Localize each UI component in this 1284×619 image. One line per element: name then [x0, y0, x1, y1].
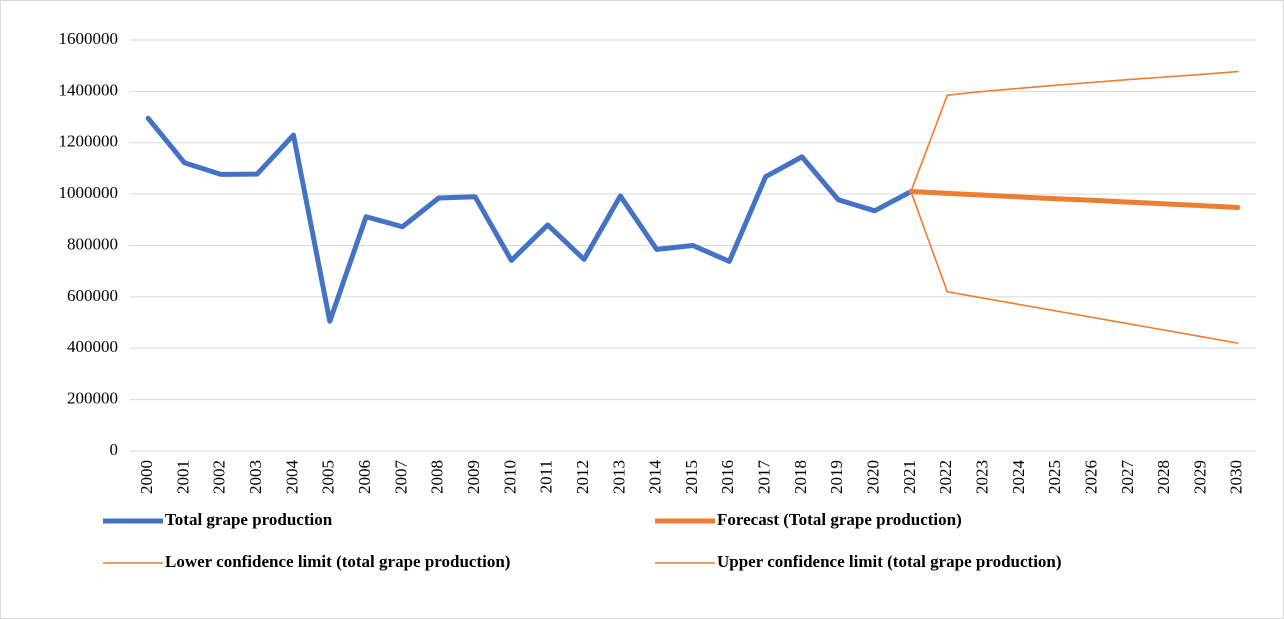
x-tick-label: 2005: [319, 460, 338, 494]
x-tick-label: 2023: [972, 460, 991, 494]
x-tick-label: 2014: [646, 460, 665, 495]
x-tick-label: 2028: [1154, 460, 1173, 494]
x-tick-label: 2011: [537, 460, 556, 493]
x-tick-label: 2007: [391, 460, 410, 495]
x-tick-label: 2013: [609, 460, 628, 494]
x-tick-label: 2017: [755, 460, 774, 495]
y-tick-label: 1200000: [59, 132, 119, 151]
series-line: [910, 190, 1239, 344]
x-tick-label: 2002: [210, 460, 229, 494]
series-line: [145, 115, 914, 324]
x-tick-label: 2019: [827, 460, 846, 494]
x-tick-label: 2004: [282, 460, 301, 495]
x-tick-label: 2027: [1118, 460, 1137, 495]
x-tick-label: 2021: [900, 460, 919, 494]
x-tick-label: 2029: [1190, 460, 1209, 494]
x-tick-label: 2015: [682, 460, 701, 494]
legend-label: Total grape production: [165, 510, 333, 529]
legend-label: Lower confidence limit (total grape prod…: [165, 552, 510, 571]
x-tick-label: 2024: [1009, 460, 1028, 495]
x-tick-label: 2026: [1081, 460, 1100, 494]
x-tick-label: 2022: [936, 460, 955, 494]
series-line: [910, 70, 1239, 193]
x-tick-label: 2006: [355, 460, 374, 494]
x-tick-label: 2016: [718, 460, 737, 494]
y-tick-label: 1400000: [59, 80, 119, 99]
x-tick-label: 2030: [1227, 460, 1246, 494]
legend-label: Upper confidence limit (total grape prod…: [717, 552, 1062, 571]
y-tick-label: 1000000: [59, 183, 119, 202]
legend-label: Forecast (Total grape production): [717, 510, 962, 529]
y-tick-label: 1600000: [59, 29, 119, 48]
x-tick-label: 2003: [246, 460, 265, 494]
x-tick-label: 2012: [573, 460, 592, 494]
x-tick-label: 2008: [428, 460, 447, 494]
x-tick-label: 2010: [500, 460, 519, 494]
series-line: [908, 189, 1241, 210]
x-tick-label: 2009: [464, 460, 483, 494]
y-tick-label: 600000: [67, 286, 118, 305]
y-tick-label: 800000: [67, 234, 118, 253]
x-tick-label: 2018: [791, 460, 810, 494]
x-tick-label: 2000: [137, 460, 156, 494]
x-tick-label: 2020: [864, 460, 883, 494]
x-tick-label: 2001: [173, 460, 192, 494]
x-tick-label: 2025: [1045, 460, 1064, 494]
y-tick-label: 200000: [67, 389, 118, 408]
y-tick-label: 400000: [67, 337, 118, 356]
y-tick-label: 0: [110, 440, 119, 459]
